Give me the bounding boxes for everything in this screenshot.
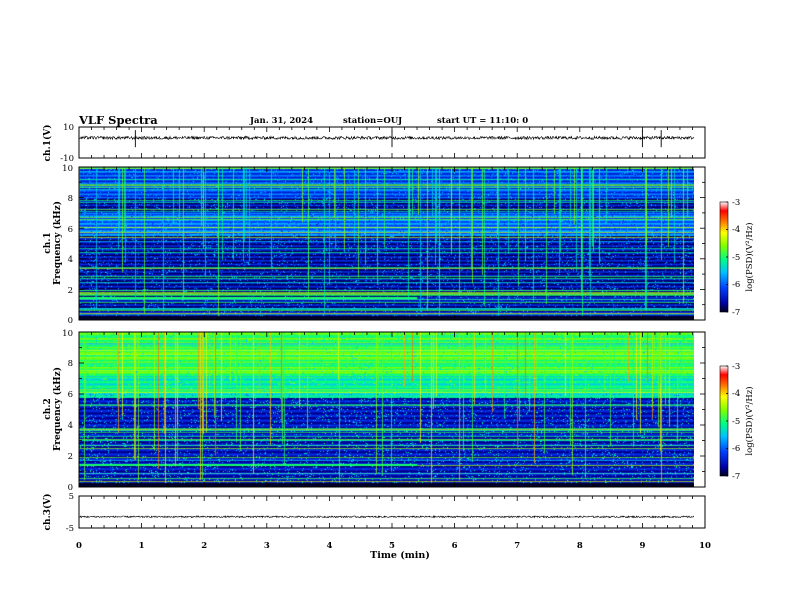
ch2-freq-tick-8: 8 (68, 359, 73, 369)
ch2-cb-tick--3: -3 (732, 362, 740, 372)
x-tick-label: 2 (201, 541, 207, 551)
date-label: Jan. 31, 2024 (249, 116, 313, 126)
ch1-cb-tick--4: -4 (732, 225, 740, 235)
x-axis-label: Time (min) (370, 550, 430, 561)
wave1-line (78, 135, 694, 141)
chart-title: VLF Spectra (78, 113, 158, 127)
station-label: station=OUJ (343, 116, 402, 126)
x-axis-tick-labels: 0 1 2 3 4 5 6 7 8 9 10 (76, 541, 711, 551)
ch2-spectrogram-panel: 0 2 4 6 8 10 ch.2 Frequency (kHz) -3 -4 … (43, 329, 755, 493)
ch2-spectrogram-image (79, 332, 694, 487)
x-tick-label: 10 (699, 541, 711, 551)
ch1-cb-tick--7: -7 (732, 308, 740, 318)
x-tick-label: 3 (264, 541, 270, 551)
ch1-waveform-ylabel: ch.1(V) (42, 125, 53, 162)
ch1-cb-tick--3: -3 (732, 198, 740, 208)
ch3-waveform-trace (78, 515, 695, 519)
ch2-colorbar-ticks (726, 365, 728, 477)
x-tick-label: 1 (139, 541, 145, 551)
x-tick-label: 7 (514, 541, 520, 551)
ch1-ytick-top: 10 (63, 123, 74, 133)
ch2-channel-label: ch.2 (43, 398, 53, 419)
ch2-freq-tick-10: 10 (62, 329, 73, 339)
ch3-ytick-bottom: -5 (66, 524, 74, 534)
x-tick-label: 6 (452, 541, 458, 551)
spec2-raster (79, 332, 694, 487)
ch1-spectrogram-ticks (78, 166, 706, 321)
ch2-colorbar-label: log(PSD)(V²/Hz) (744, 386, 755, 455)
ch1-spectrogram-yticks: 0 2 4 6 8 10 (62, 164, 73, 326)
ch2-spectrogram-ticks (78, 331, 706, 488)
spec1-raster (79, 167, 694, 320)
ch1-channel-label: ch.1 (43, 232, 53, 253)
ch3-ytick-top: 5 (69, 492, 74, 502)
ch1-waveform-ticks (78, 127, 706, 158)
ch1-waveform-trace (78, 130, 694, 148)
ch1-spectrogram-image (79, 167, 694, 320)
ch2-cb-tick--7: -7 (732, 472, 740, 482)
ch2-cb-tick--4: -4 (732, 389, 740, 399)
ch2-frequency-label: Frequency (kHz) (52, 367, 63, 451)
ch2-cb-tick--5: -5 (732, 417, 740, 427)
start-time-label: start UT = 11:10: 0 (437, 116, 528, 126)
ch1-freq-tick-10: 10 (62, 164, 73, 174)
ch1-ytick-bottom: -10 (60, 154, 74, 164)
ch1-colorbar-ticks (726, 201, 728, 313)
wave3-line (78, 515, 695, 519)
ch1-waveform-panel: 10 -10 ch.1(V) (42, 123, 706, 164)
ch3-waveform-ylabel: ch.3(V) (42, 494, 53, 531)
x-tick-label: 4 (326, 541, 332, 551)
ch2-cb-tick--6: -6 (732, 444, 740, 454)
x-tick-label: 5 (389, 541, 395, 551)
ch2-freq-tick-6: 6 (68, 390, 73, 400)
ch1-freq-tick-0: 0 (68, 316, 73, 326)
x-tick-label: 9 (639, 541, 645, 551)
ch3-waveform-panel: 5 -5 ch.3(V) (42, 492, 706, 534)
ch1-spectrogram-panel: 0 2 4 6 8 10 ch.1 Frequency (kHz) (43, 164, 755, 326)
ch2-spectrogram-yticks: 0 2 4 6 8 10 (62, 329, 73, 493)
ch2-freq-tick-2: 2 (68, 452, 73, 462)
ch1-freq-tick-8: 8 (68, 194, 73, 204)
ch1-freq-tick-4: 4 (68, 255, 73, 265)
ch1-cb-tick--6: -6 (732, 280, 740, 290)
ch3-waveform-ticks (78, 496, 706, 528)
ch2-freq-tick-4: 4 (68, 421, 73, 431)
ch1-freq-tick-2: 2 (68, 286, 73, 296)
ch1-cb-tick--5: -5 (732, 253, 740, 263)
ch2-freq-tick-0: 0 (68, 483, 73, 493)
x-tick-label: 8 (577, 541, 583, 551)
x-tick-label: 0 (76, 541, 82, 551)
ch1-freq-tick-6: 6 (68, 225, 73, 235)
ch1-colorbar-label: log(PSD)(V²/Hz) (744, 222, 755, 291)
ch1-frequency-label: Frequency (kHz) (52, 201, 63, 285)
